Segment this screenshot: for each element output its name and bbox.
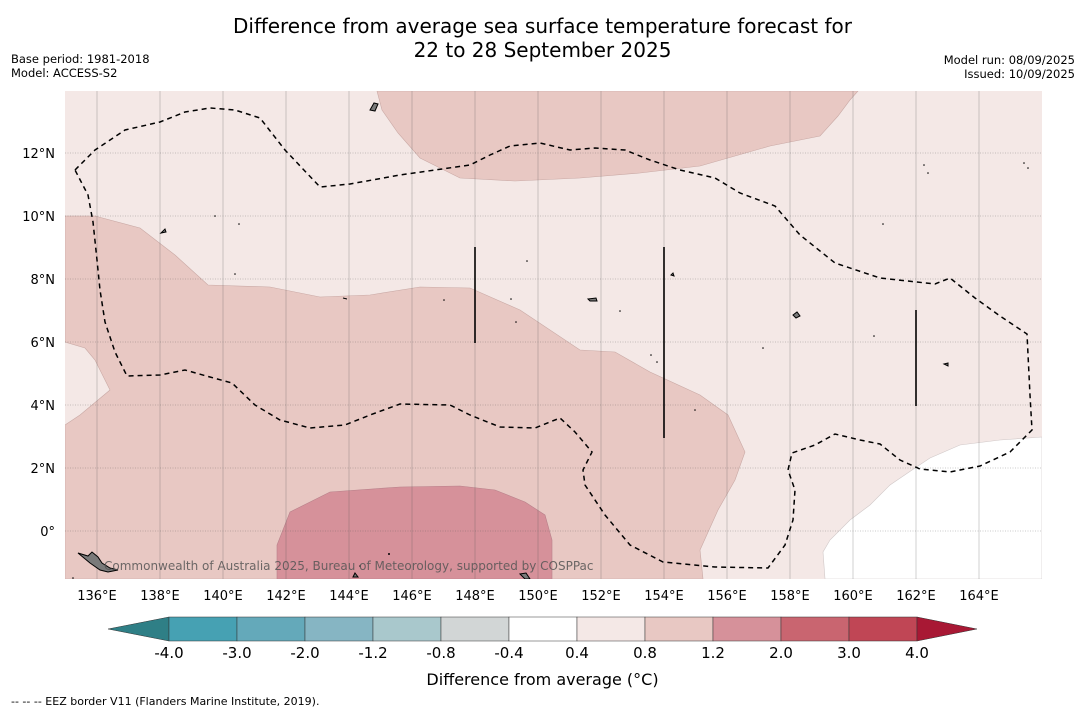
lon-tick-label: 136°E — [77, 589, 117, 604]
colorbar-segment — [644, 616, 714, 642]
title-line-2: 22 to 28 September 2025 — [413, 38, 672, 62]
colorbar-segment — [304, 616, 374, 642]
colorbar-tick-label: 2.0 — [769, 644, 793, 662]
lon-tick-label: 142°E — [266, 589, 306, 604]
lon-tick-label: 162°E — [896, 589, 936, 604]
colorbar-segment — [576, 616, 646, 642]
colorbar-segment — [236, 616, 306, 642]
anomaly-0.8-1.2-north — [376, 91, 859, 182]
lon-tick-label: 148°E — [455, 589, 495, 604]
model-run: Model run: 08/09/2025 — [943, 53, 1075, 67]
meta-left: Base period: 1981-2018 Model: ACCESS-S2 — [11, 52, 150, 80]
lon-tick-label: 164°E — [959, 589, 999, 604]
lon-tick-label: 146°E — [392, 589, 432, 604]
colorbar-low-extension — [107, 616, 170, 642]
map-title: Difference from average sea surface temp… — [0, 14, 1085, 62]
colorbar-segment — [440, 616, 510, 642]
issued-date: Issued: 10/09/2025 — [964, 67, 1075, 81]
lon-tick-label: 138°E — [140, 589, 180, 604]
land-specks — [77, 102, 949, 579]
map-attribution: Commonwealth of Australia 2025, Bureau o… — [104, 559, 594, 573]
map-grid — [96, 91, 980, 579]
lat-tick-label: 2°N — [31, 462, 56, 477]
colorbar-tick-label: -4.0 — [154, 644, 183, 662]
colorbar-tick-label: -2.0 — [290, 644, 319, 662]
lat-tick-label: 8°N — [31, 273, 56, 288]
title-line-1: Difference from average sea surface temp… — [232, 14, 852, 38]
colorbar-tick-label: 0.8 — [633, 644, 657, 662]
lat-tick-label: 10°N — [22, 210, 55, 225]
lon-tick-label: 158°E — [770, 589, 810, 604]
colorbar-segment — [780, 616, 850, 642]
lon-tick-label: 156°E — [707, 589, 747, 604]
colorbar-tick-label: -3.0 — [222, 644, 251, 662]
lat-tick-labels: 12°N 10°N 8°N 6°N 4°N 2°N 0° — [22, 147, 55, 540]
colorbar-tick-label: 4.0 — [905, 644, 929, 662]
colorbar-tick-label: 0.4 — [565, 644, 589, 662]
lon-tick-label: 144°E — [329, 589, 369, 604]
lon-tick-label: 154°E — [644, 589, 684, 604]
anomaly-near-normal-area — [822, 436, 1042, 579]
eez-border — [74, 107, 1033, 569]
lon-tick-label: 140°E — [203, 589, 243, 604]
colorbar-high-extension — [916, 616, 978, 642]
colorbar-tick-label: -1.2 — [358, 644, 387, 662]
colorbar-tick-label: 1.2 — [701, 644, 725, 662]
lon-tick-label: 160°E — [833, 589, 873, 604]
colorbar-tick-label: -0.4 — [494, 644, 523, 662]
tiny-islands — [72, 162, 1029, 579]
lat-tick-label: 4°N — [31, 399, 56, 414]
colorbar-tick-label: -0.8 — [426, 644, 455, 662]
colorbar-segment — [168, 616, 238, 642]
lat-tick-label: 12°N — [22, 147, 55, 162]
lon-tick-labels: 136°E 138°E 140°E 142°E 144°E 146°E 148°… — [77, 589, 999, 604]
lat-tick-label: 6°N — [31, 336, 56, 351]
colorbar-label: Difference from average (°C) — [426, 670, 659, 689]
indicator-lines — [474, 247, 917, 438]
colorbar-segment — [372, 616, 442, 642]
base-period: Base period: 1981-2018 — [11, 52, 150, 66]
colorbar-tick-labels: -4.0 -3.0 -2.0 -1.2 -0.8 -0.4 0.4 0.8 1.… — [154, 644, 929, 662]
colorbar-tick-label: 3.0 — [837, 644, 861, 662]
anomaly-0.8-1.2-central — [65, 215, 746, 579]
lon-tick-label: 152°E — [581, 589, 621, 604]
map-grid-lat — [65, 152, 1042, 532]
eez-footnote: -- -- -- EEZ border V11 (Flanders Marine… — [11, 695, 320, 708]
meta-right: Model run: 08/09/2025 Issued: 10/09/2025 — [944, 53, 1075, 81]
colorbar — [107, 616, 978, 642]
model-name: Model: ACCESS-S2 — [11, 66, 118, 80]
colorbar-segment — [848, 616, 918, 642]
colorbar-segment — [508, 616, 578, 642]
anomaly-1.2-2.0-area — [276, 485, 553, 579]
lat-tick-label: 0° — [40, 525, 55, 540]
lon-tick-label: 150°E — [518, 589, 558, 604]
map-panel — [65, 91, 1042, 579]
colorbar-segment — [712, 616, 782, 642]
